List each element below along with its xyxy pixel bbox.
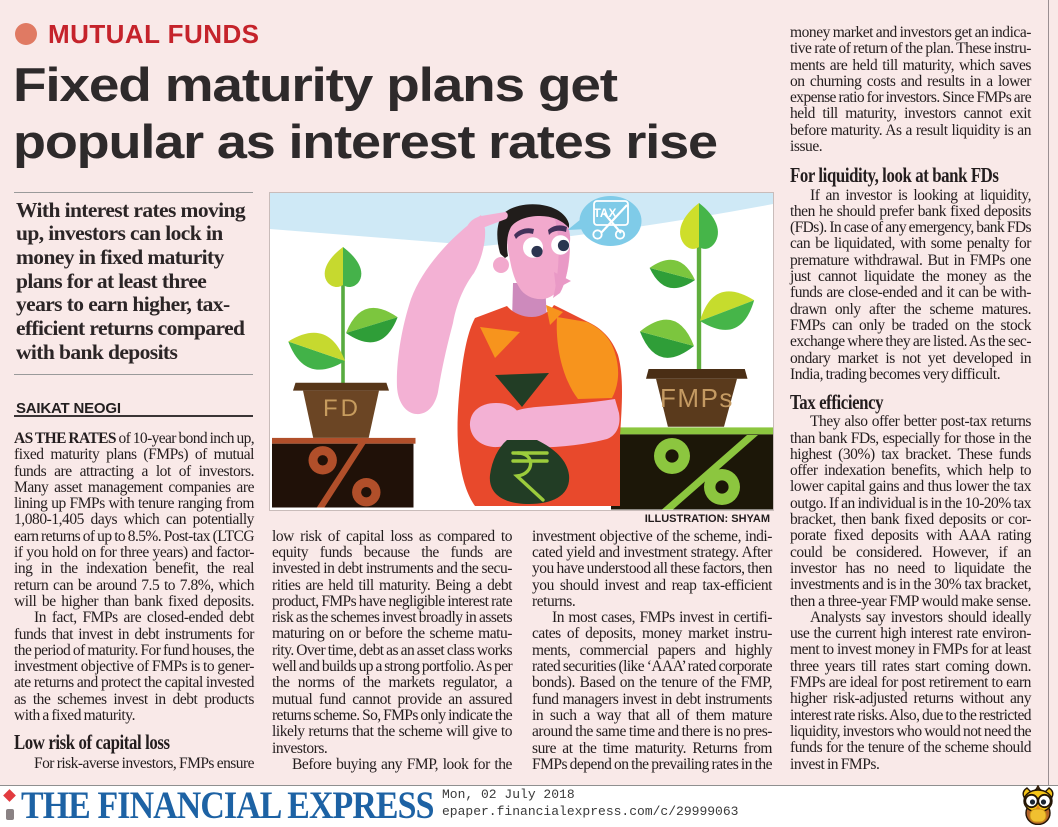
svg-text:FMPs: FMPs: [660, 383, 734, 413]
svg-text:TAX: TAX: [593, 206, 616, 220]
svg-text:FD: FD: [323, 395, 361, 422]
